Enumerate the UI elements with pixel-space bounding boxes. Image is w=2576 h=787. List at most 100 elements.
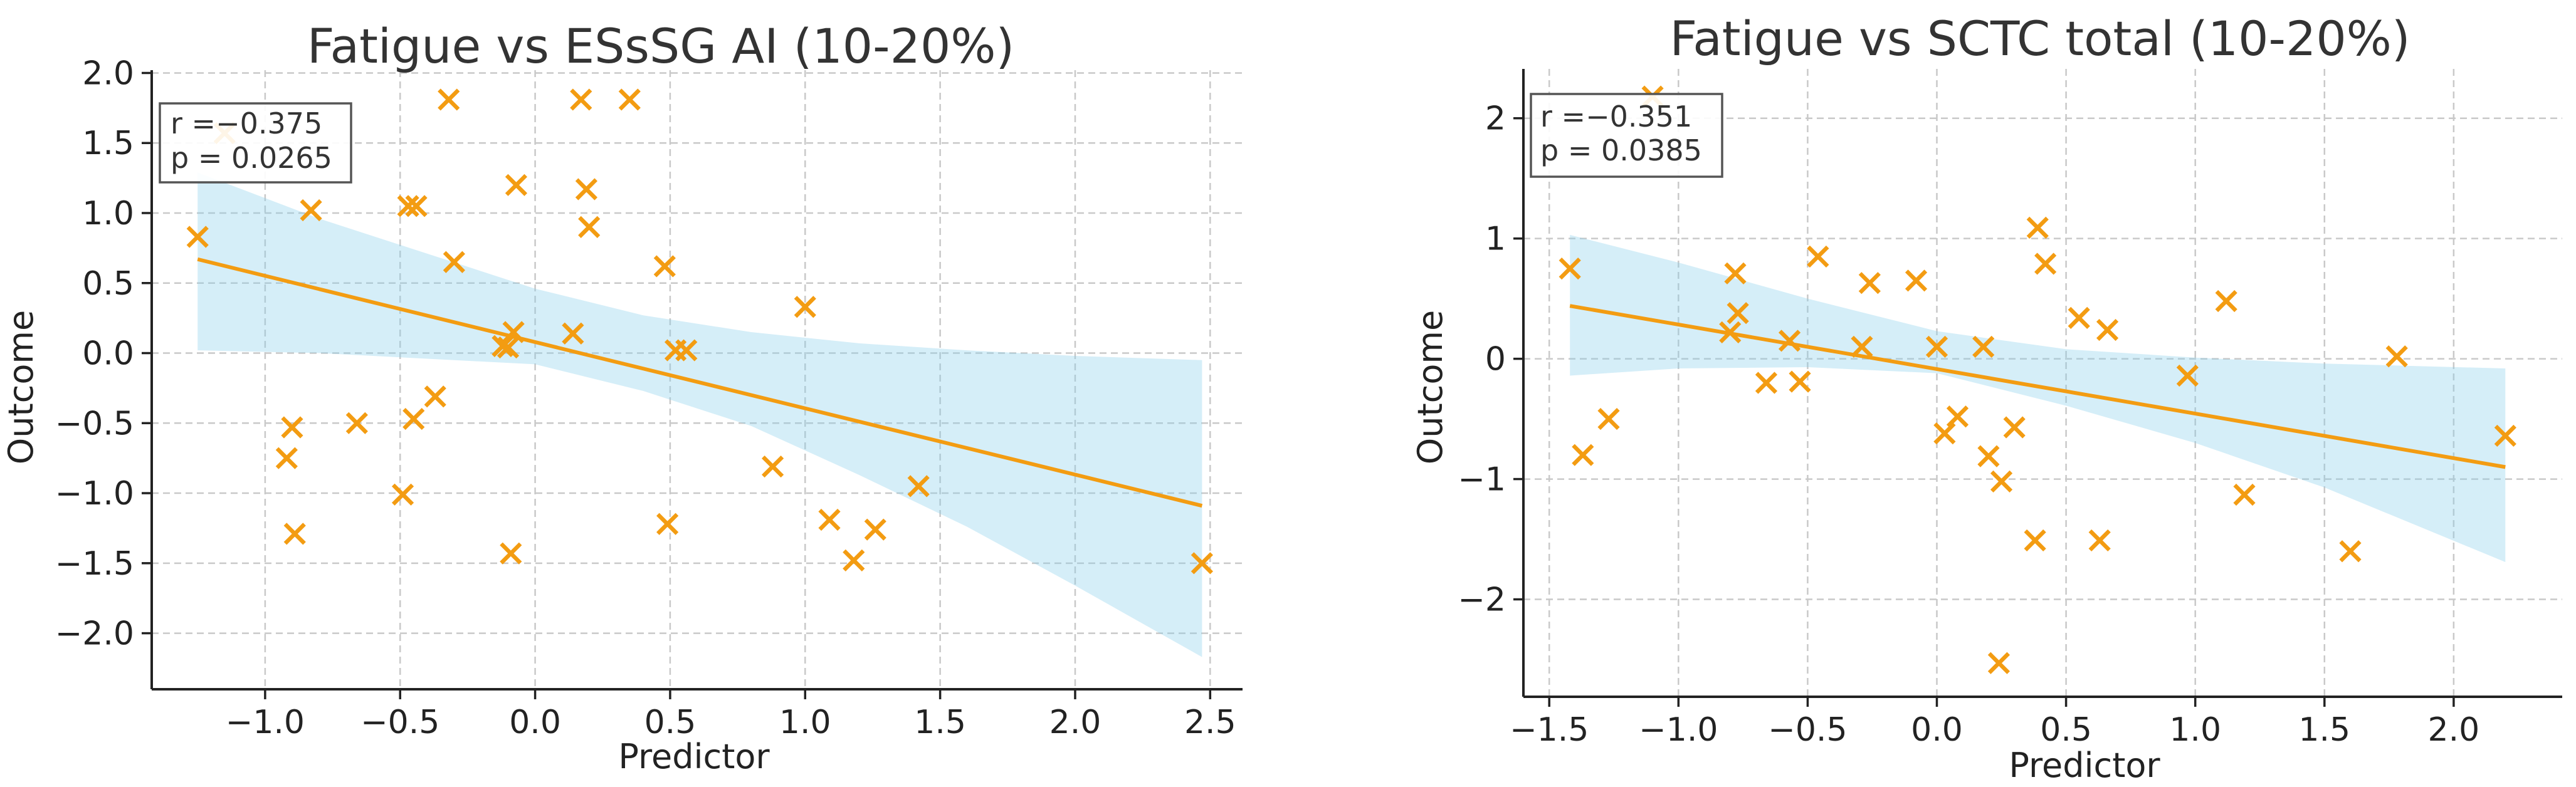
data-point — [492, 335, 514, 357]
y-tick-label: −1 — [1458, 461, 1506, 499]
data-point — [1905, 269, 1928, 292]
regression-line — [1569, 304, 2506, 469]
data-point — [907, 475, 930, 498]
data-point — [1807, 245, 1829, 268]
data-point — [653, 255, 676, 278]
data-point — [618, 88, 641, 111]
data-point — [1925, 335, 1948, 358]
y-tick-label: −2 — [1458, 581, 1506, 619]
x-tick-label: −1.0 — [226, 704, 305, 741]
data-point — [500, 542, 522, 565]
data-point — [1191, 552, 1213, 575]
x-tick-label: 0.0 — [1911, 711, 1963, 749]
x-axis-label: Predictor — [618, 737, 770, 776]
x-tick-label: 0.5 — [644, 704, 697, 741]
data-point — [2494, 424, 2516, 447]
data-point — [1719, 321, 1742, 343]
data-point — [1755, 372, 1778, 394]
data-point — [275, 447, 298, 469]
data-point — [281, 416, 303, 439]
y-tick-label: 1.5 — [82, 125, 134, 162]
data-point — [1946, 405, 1969, 428]
data-point — [656, 513, 679, 535]
data-point — [562, 322, 584, 345]
data-point — [1572, 444, 1594, 466]
confidence-band — [1570, 234, 2506, 562]
stats-r-value: r =−0.351 — [1540, 100, 1692, 133]
data-point — [1789, 370, 1811, 393]
y-tick-label: 0.0 — [82, 335, 134, 373]
data-point — [2215, 289, 2237, 313]
data-point — [1724, 262, 1747, 284]
x-tick-label: 1.0 — [2169, 711, 2221, 749]
data-point — [2068, 306, 2090, 329]
data-point — [570, 88, 592, 111]
x-tick-label: 0.5 — [2040, 711, 2092, 749]
data-point — [2096, 318, 2119, 341]
y-tick-label: −1.0 — [55, 475, 134, 513]
data-point — [405, 195, 428, 217]
x-tick-label: 0.0 — [509, 704, 561, 741]
y-tick-label: 0 — [1485, 341, 1506, 378]
data-point — [2385, 345, 2408, 368]
data-point — [794, 296, 816, 318]
chart-panel-left: −1.0 −0.5 0.0 0.5 1.0 1.5 2.0 2.5 −2.0 −1.5 −1.0 −0… — [1, 18, 1243, 776]
stats-box — [159, 102, 352, 184]
data-point — [2088, 529, 2111, 552]
data-point — [1778, 330, 1801, 352]
data-point — [1597, 407, 1620, 430]
x-tick-label: 1.0 — [779, 704, 831, 741]
data-point — [1858, 272, 1881, 294]
data-point — [345, 412, 368, 434]
scatter-chart-right: −1.5 −1.0 −0.5 0.0 0.5 1.0 1.5 2.0 −2 −1 0 1 2 Fatig… — [1411, 11, 2562, 785]
data-point — [864, 518, 886, 541]
regression-line — [197, 257, 1203, 508]
data-point — [2233, 483, 2256, 506]
data-point — [2003, 416, 2026, 439]
y-tick-label: −2.0 — [55, 615, 134, 653]
stats-p-value: p = 0.0385 — [1540, 133, 1702, 167]
data-point — [300, 199, 322, 222]
x-axis-label: Predictor — [2009, 746, 2160, 785]
scatter-chart-left: −1.0 −0.5 0.0 0.5 1.0 1.5 2.0 2.5 −2.0 −1.5 −1.0 −0… — [1, 18, 1243, 776]
y-axis-label: Outcome — [1411, 310, 1450, 464]
y-axis-label: Outcome — [1, 310, 41, 464]
y-tick-label: 2.0 — [82, 55, 134, 92]
data-point — [1990, 470, 2013, 493]
x-tick-label: 2.5 — [1184, 704, 1236, 741]
data-point — [2176, 364, 2199, 387]
data-point — [497, 336, 520, 359]
data-point — [2024, 529, 2046, 552]
data-point — [1851, 335, 1873, 358]
data-point — [502, 321, 525, 343]
x-tick-label: 1.5 — [914, 704, 966, 741]
data-point — [1972, 335, 1995, 358]
stats-p-value: p = 0.0265 — [171, 141, 332, 175]
confidence-band — [197, 172, 1202, 657]
data-point — [2034, 253, 2057, 275]
data-point — [1727, 302, 1749, 325]
data-point — [186, 226, 209, 248]
stats-r-value: r =−0.375 — [171, 107, 322, 140]
data-point — [2026, 216, 2049, 239]
data-point — [1977, 445, 2000, 467]
data-point — [818, 508, 841, 531]
x-tick-label: −1.0 — [1639, 711, 1718, 749]
x-tick-label: 2.0 — [2428, 711, 2480, 749]
chart-title: Fatigue vs ESsSG AI (10-20%) — [307, 18, 1014, 74]
data-point — [443, 251, 465, 273]
data-point — [1987, 652, 2011, 674]
data-point — [578, 216, 601, 238]
data-point — [675, 339, 698, 362]
data-point — [575, 178, 598, 201]
data-point — [2339, 540, 2362, 563]
x-tick-label: −0.5 — [1768, 711, 1847, 749]
y-tick-label: 1.0 — [82, 195, 134, 232]
chart-panel-right: −1.5 −1.0 −0.5 0.0 0.5 1.0 1.5 2.0 −2 −1 0 1 2 Fatig… — [1288, 0, 2576, 787]
x-tick-label: −1.5 — [1510, 711, 1589, 749]
y-tick-label: 1 — [1485, 221, 1506, 258]
chart-title: Fatigue vs SCTC total (10-20%) — [1669, 11, 2410, 66]
data-point — [761, 455, 784, 478]
y-tick-label: 0.5 — [82, 265, 134, 303]
data-point — [843, 549, 865, 571]
